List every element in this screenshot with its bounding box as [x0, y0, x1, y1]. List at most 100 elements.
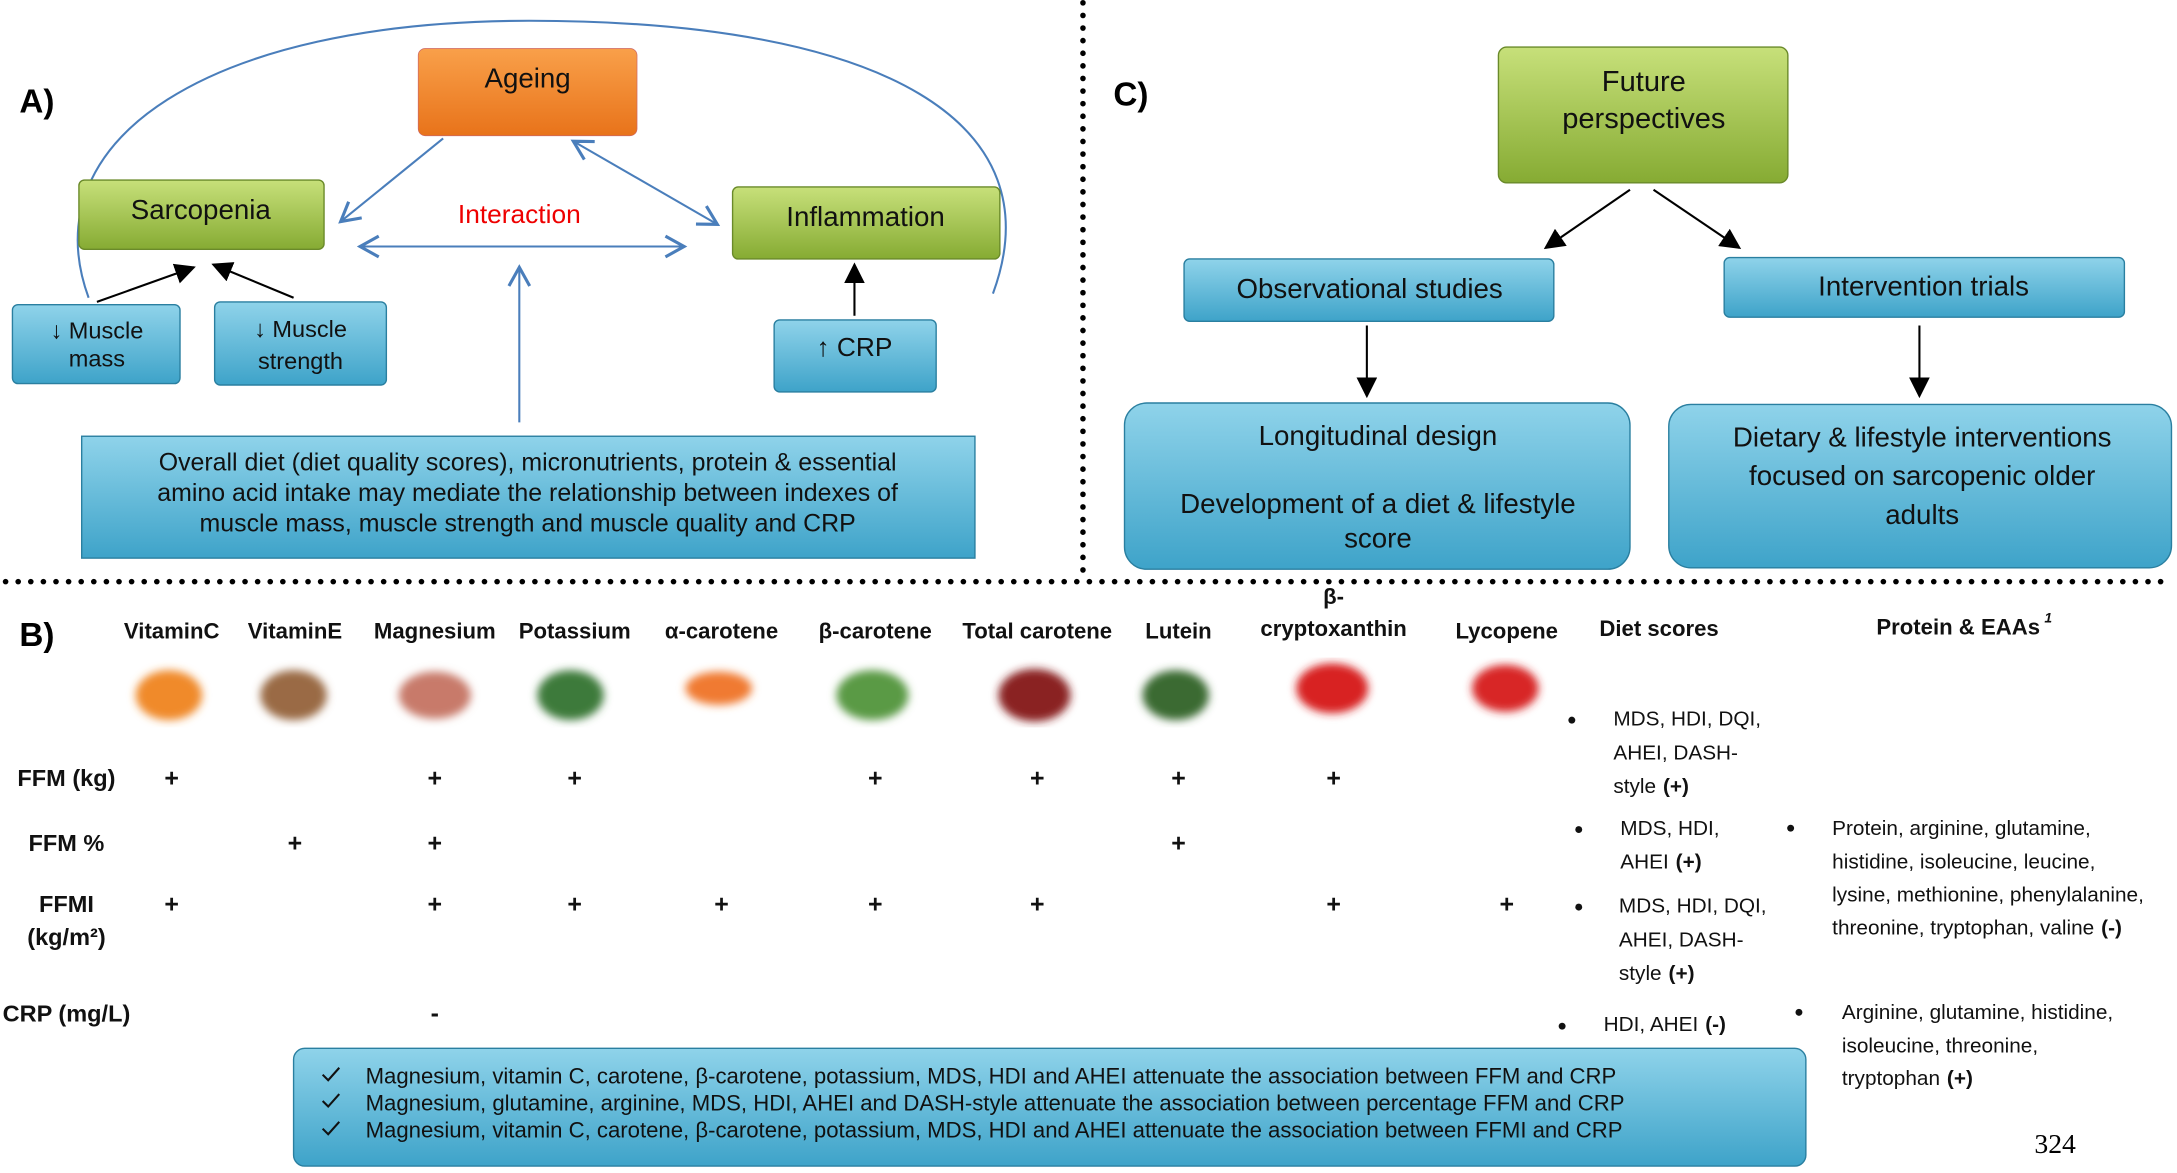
arrows [341, 138, 718, 422]
bullet [1787, 825, 1794, 832]
panel-label: A) [19, 84, 54, 121]
diet-text: AHEI, DASH- [1613, 742, 1738, 765]
box-text: muscle mass, muscle strength and muscle … [200, 509, 856, 537]
column-header: VitaminE [248, 619, 342, 644]
box-text: Observational studies [1237, 273, 1503, 304]
box-text: amino acid intake may mediate the relati… [157, 479, 898, 507]
cell-mark: + [428, 764, 443, 792]
diet-text: style [1619, 962, 1662, 985]
bullet [1559, 1023, 1566, 1030]
box-text: focused on sarcopenic older [1749, 460, 2095, 491]
protein-text: threonine, tryptophan, valine [1832, 917, 2094, 940]
column-header: Potassium [519, 619, 631, 644]
diet-text: AHEI (+) [1620, 851, 1701, 874]
row-label: FFM % [29, 830, 105, 856]
bullet [1575, 904, 1582, 911]
sign: (+) [1663, 775, 1689, 798]
box-text: Sarcopenia [131, 194, 272, 225]
diet-text: AHEI [1620, 851, 1668, 874]
diet-text: AHEI, DASH- [1619, 929, 1744, 952]
diet-text: style (+) [1613, 775, 1689, 798]
summary-text: Magnesium, glutamine, arginine, MDS, HDI… [366, 1090, 1625, 1115]
row-label: (kg/m²) [27, 924, 105, 950]
interaction-text: Interaction [458, 199, 581, 229]
diet-text: MDS, HDI, DQI, [1613, 708, 1761, 731]
cell-mark: + [1326, 764, 1341, 792]
column-header: VitaminC [124, 619, 220, 644]
panel-c: C) Future perspectives Observational stu… [1113, 47, 2171, 569]
sign: (-) [1705, 1014, 1726, 1037]
cell-mark: + [164, 764, 179, 792]
box-text: Development of a diet & lifestyle [1180, 488, 1576, 519]
cell-mark: + [567, 890, 582, 918]
cell-mark: + [1171, 829, 1186, 857]
diet-text: HDI, AHEI [1604, 1014, 1699, 1037]
bullet [1795, 1009, 1802, 1016]
panel-label: B) [19, 617, 54, 654]
bullet [1575, 826, 1582, 833]
panel-a: A) Ageing Sarcopenia Inflammation Intera… [12, 21, 1005, 558]
food-images [136, 663, 1539, 721]
column-header: β-carotene [819, 619, 932, 644]
arrows [97, 265, 855, 316]
sign: (-) [2101, 917, 2122, 940]
diet-text: style (+) [1619, 962, 1695, 985]
cell-mark: + [428, 829, 443, 857]
column-header: Magnesium [374, 619, 496, 644]
panel-label: C) [1113, 77, 1148, 114]
column-header: Lutein [1145, 619, 1211, 644]
diet-text: HDI, AHEI (-) [1604, 1014, 1726, 1037]
cell-mark: + [868, 764, 883, 792]
sign: (+) [1669, 962, 1695, 985]
summary-text: Magnesium, vitamin C, carotene, β-carote… [366, 1063, 1617, 1088]
sign: (+) [1676, 851, 1702, 874]
box-text: Inflammation [786, 201, 945, 232]
diet-text: MDS, HDI, [1620, 817, 1719, 840]
box [12, 305, 180, 384]
diet-text: style [1613, 775, 1656, 798]
box-text: ↓ Muscle [50, 318, 143, 344]
box-text: ↓ Muscle [254, 316, 347, 342]
cell-mark: + [1499, 890, 1514, 918]
cell-mark: + [1171, 764, 1186, 792]
row-label: CRP (mg/L) [3, 1000, 131, 1026]
page-number: 324 [2034, 1128, 2076, 1159]
box-text: Future [1602, 66, 1686, 98]
bullet [1568, 717, 1575, 724]
box-text: score [1344, 522, 1412, 553]
cell-mark: + [1030, 764, 1045, 792]
box-text: Overall diet (diet quality scores), micr… [159, 449, 897, 477]
column-header: α-carotene [665, 619, 778, 644]
box-text: Longitudinal design [1259, 420, 1498, 451]
cell-mark: + [428, 890, 443, 918]
cell-mark: + [567, 764, 582, 792]
column-header: Total carotene [962, 619, 1112, 644]
protein-text: Arginine, glutamine, histidine, [1842, 1001, 2113, 1024]
box-text: Dietary & lifestyle interventions [1733, 421, 2112, 452]
protein-text: isoleucine, threonine, [1842, 1034, 2038, 1057]
cell-mark: + [1030, 890, 1045, 918]
row-label: FFMI [39, 891, 94, 917]
box-text: Ageing [485, 63, 571, 94]
protein-text: tryptophan(+) [1842, 1068, 1973, 1091]
cell-mark: - [431, 1000, 439, 1028]
summary-text: Magnesium, vitamin C, carotene, β-carote… [366, 1117, 1623, 1142]
cell-mark: + [164, 890, 179, 918]
box-text: Intervention trials [1818, 270, 2029, 301]
box-text: mass [69, 345, 125, 371]
row-label: FFM (kg) [17, 765, 115, 791]
cell-mark: + [1326, 890, 1341, 918]
protein-text: Protein, arginine, glutamine, [1832, 817, 2091, 840]
column-header: Protein & EAAs [1876, 615, 2040, 640]
column-header: β- [1323, 584, 1344, 609]
column-header: Diet scores [1599, 616, 1718, 641]
cell-mark: + [714, 890, 729, 918]
box-text: adults [1885, 499, 1959, 530]
figure: A) Ageing Sarcopenia Inflammation Intera… [0, 0, 2177, 1173]
cell-mark: + [868, 890, 883, 918]
box-text: ↑ CRP [816, 332, 892, 362]
diet-text: MDS, HDI, DQI, [1619, 895, 1767, 918]
column-note: 1 [2044, 610, 2052, 626]
protein-text: threonine, tryptophan, valine (-) [1832, 917, 2122, 940]
box-text: strength [258, 348, 343, 374]
